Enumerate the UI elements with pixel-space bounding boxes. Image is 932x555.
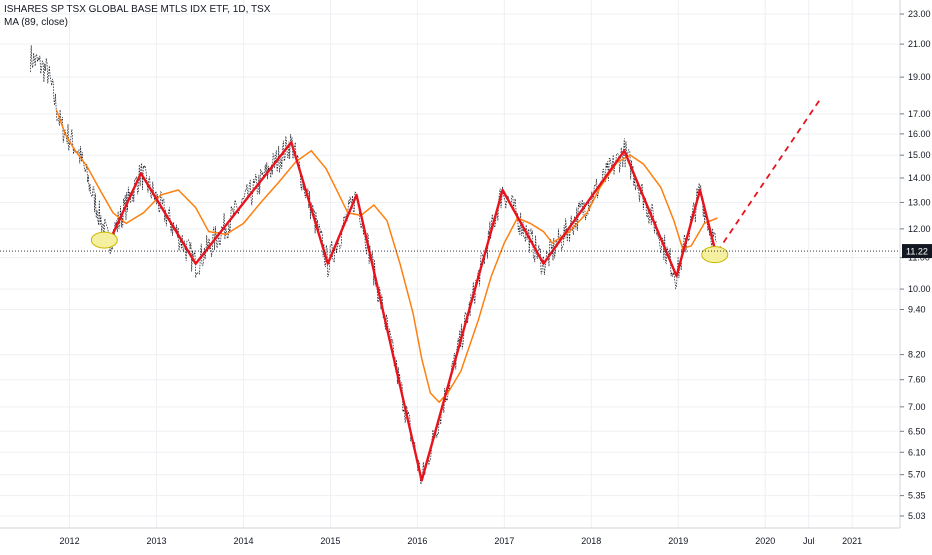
y-tick-label: 9.40	[908, 305, 926, 315]
x-tick-label: 2017	[494, 536, 514, 546]
current-price-label: 11.22	[906, 247, 928, 257]
y-tick-label: 23.00	[908, 9, 931, 19]
ellipse-marker	[90, 231, 118, 249]
x-tick-label: 2019	[668, 536, 688, 546]
y-tick-label: 13.00	[908, 197, 931, 207]
y-tick-label: 5.35	[908, 491, 926, 501]
x-tick-label: Jul	[803, 536, 815, 546]
x-tick-label: 2020	[755, 536, 775, 546]
ellipse-marker	[701, 246, 729, 264]
zigzag-line	[107, 141, 716, 482]
y-tick-label: 15.00	[908, 150, 931, 160]
x-tick-label: 2012	[60, 536, 80, 546]
x-tick-label: 2021	[842, 536, 862, 546]
x-tick-label: 2015	[320, 536, 340, 546]
x-tick-label: 2014	[233, 536, 253, 546]
y-tick-label: 17.00	[908, 109, 931, 119]
y-tick-label: 5.70	[908, 470, 926, 480]
x-tick-label: 2013	[147, 536, 167, 546]
y-tick-label: 7.60	[908, 375, 926, 385]
y-tick-label: 6.10	[908, 447, 926, 457]
projection-line	[716, 96, 823, 253]
y-tick-label: 10.00	[908, 284, 931, 294]
y-tick-label: 16.00	[908, 129, 931, 139]
y-tick-label: 8.20	[908, 350, 926, 360]
chart-title: ISHARES SP TSX GLOBAL BASE MTLS IDX ETF,…	[4, 4, 271, 15]
y-tick-label: 6.50	[908, 426, 926, 436]
x-tick-label: 2018	[581, 536, 601, 546]
y-tick-label: 14.00	[908, 173, 931, 183]
y-tick-label: 12.00	[908, 224, 931, 234]
current-price-tag	[902, 244, 932, 259]
x-tick-label: 2016	[407, 536, 427, 546]
indicator-label: MA (89, close)	[4, 17, 68, 28]
y-tick-label: 7.00	[908, 402, 926, 412]
y-tick-label: 19.00	[908, 72, 931, 82]
y-tick-label: 21.00	[908, 39, 931, 49]
y-tick-label: 5.03	[908, 511, 926, 521]
